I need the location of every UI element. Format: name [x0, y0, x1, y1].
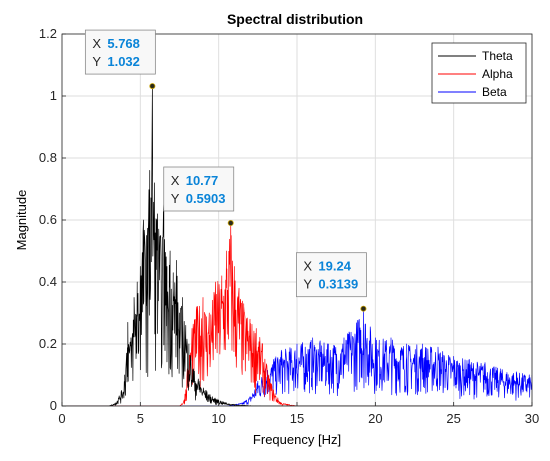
datatip-x-value: 5.768 — [107, 36, 140, 51]
y-tick-label: 0 — [50, 398, 57, 413]
x-tick-label: 10 — [211, 411, 225, 426]
legend-label-beta: Beta — [482, 85, 507, 99]
series-line-beta — [62, 308, 532, 406]
datatip-theta[interactable]: X 5.768 Y 1.032 — [84, 29, 156, 90]
datatip-x-value: 10.77 — [186, 173, 219, 188]
y-tick-label: 0.6 — [39, 212, 57, 227]
datatip-y-label: Y — [303, 277, 312, 292]
datatip-box — [296, 252, 367, 298]
legend[interactable]: Theta Alpha Beta — [431, 42, 527, 104]
series-layer — [62, 85, 532, 406]
y-tick-label: 0.8 — [39, 150, 57, 165]
y-tick-label: 0.2 — [39, 336, 57, 351]
x-tick-label: 5 — [137, 411, 144, 426]
series-line-theta — [62, 85, 532, 406]
datatip-x-label: X — [303, 259, 312, 274]
datatip-x-label: X — [171, 173, 180, 188]
x-tick-label: 25 — [446, 411, 460, 426]
datatips-layer: X 5.768 Y 1.032 X 10.77 Y 0.5903 X 19.24 Y 0.3139 — [84, 29, 367, 312]
y-axis-label: Magnitude — [14, 190, 29, 251]
datatip-y-label: Y — [92, 54, 101, 69]
datatip-alpha[interactable]: X 10.77 Y 0.5903 — [163, 166, 235, 227]
y-tick-label: 0.4 — [39, 274, 57, 289]
datatip-marker — [360, 305, 367, 312]
x-axis-label: Frequency [Hz] — [253, 432, 341, 447]
x-tick-label: 20 — [368, 411, 382, 426]
y-tick-label: 1 — [50, 88, 57, 103]
datatip-y-label: Y — [171, 191, 180, 206]
datatip-y-value: 1.032 — [107, 54, 140, 69]
y-tick-label: 1.2 — [39, 26, 57, 41]
x-tick-label: 30 — [525, 411, 539, 426]
legend-label-theta: Theta — [482, 49, 513, 63]
datatip-marker — [149, 83, 156, 90]
datatip-box — [163, 166, 235, 212]
datatip-x-label: X — [92, 36, 101, 51]
legend-label-alpha: Alpha — [482, 67, 513, 81]
chart-title: Spectral distribution — [227, 11, 363, 27]
datatip-y-value: 0.5903 — [186, 191, 226, 206]
x-axis-ticks: 0 5 10 15 20 25 30 — [58, 402, 539, 426]
datatip-beta[interactable]: X 19.24 Y 0.3139 — [296, 252, 367, 312]
x-tick-label: 0 — [58, 411, 65, 426]
legend-box — [431, 42, 527, 104]
datatip-box — [84, 29, 156, 75]
datatip-y-value: 0.3139 — [318, 277, 358, 292]
series-line-alpha — [62, 222, 532, 406]
datatip-marker — [227, 220, 234, 227]
datatip-x-value: 19.24 — [318, 259, 351, 274]
y-axis-ticks: 0 0.2 0.4 0.6 0.8 1 1.2 — [39, 26, 66, 413]
x-tick-label: 15 — [290, 411, 304, 426]
